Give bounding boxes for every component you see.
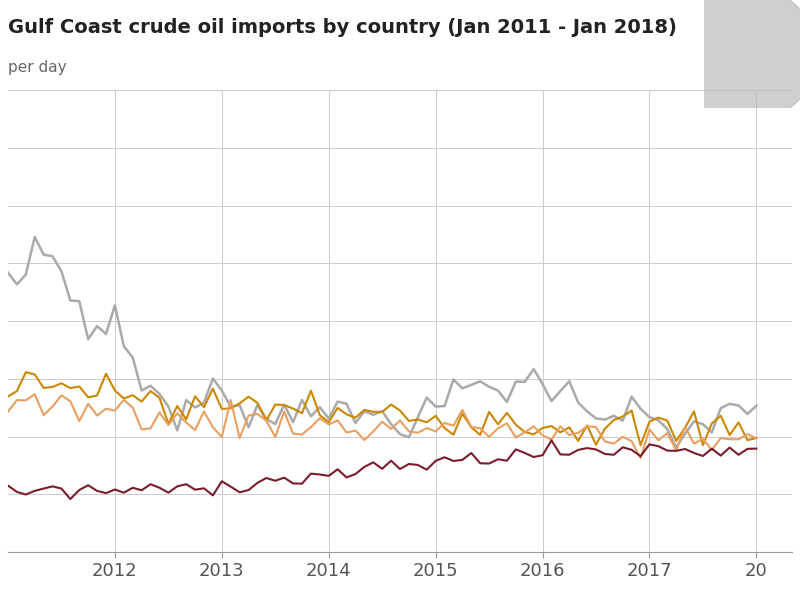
Text: per day: per day — [8, 60, 66, 75]
Circle shape — [662, 0, 800, 124]
Text: Gulf Coast crude oil imports by country (Jan 2011 - Jan 2018): Gulf Coast crude oil imports by country … — [8, 18, 677, 37]
